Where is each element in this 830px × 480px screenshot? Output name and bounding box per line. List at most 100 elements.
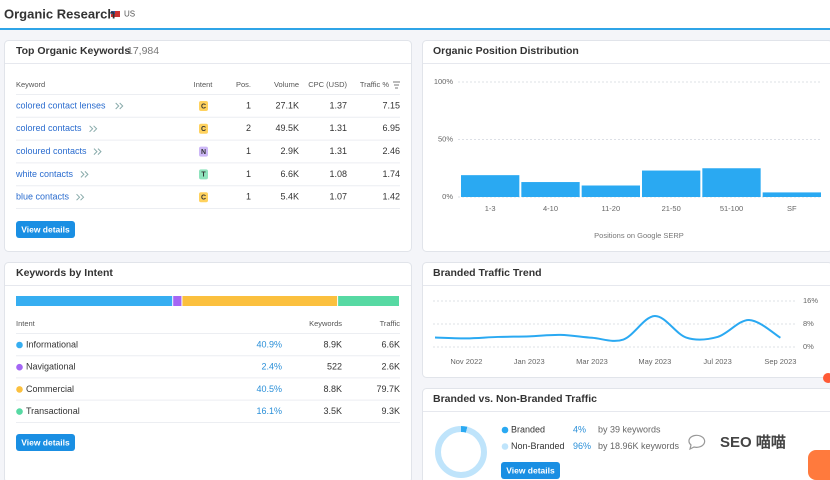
y-tick-label: 16% <box>803 296 818 305</box>
header-bar <box>0 0 830 29</box>
intent-segment <box>182 296 338 306</box>
cell: 1.08 <box>329 169 347 179</box>
cell: 5.4K <box>280 192 299 202</box>
watermark: SEO 喵喵 <box>720 433 786 451</box>
chevrons <box>80 171 89 178</box>
cell: 79.7K <box>376 384 400 394</box>
column-header: Traffic % <box>360 80 390 89</box>
legend-share: 4% <box>573 424 586 434</box>
panel <box>422 40 830 252</box>
cell: 2.46 <box>382 146 400 156</box>
cell: 3.5K <box>323 406 342 416</box>
x-tick-label: 1-3 <box>485 204 496 213</box>
column-header: Keywords <box>309 319 342 328</box>
legend-dot <box>16 341 23 349</box>
panel <box>422 262 830 378</box>
cell: 1.31 <box>329 123 347 133</box>
button[interactable] <box>16 434 75 451</box>
intent-code: C <box>201 103 206 110</box>
cell: 1.37 <box>329 100 347 110</box>
x-tick-label: Nov 2022 <box>450 357 482 366</box>
sort-icon <box>393 81 400 89</box>
legend-dot <box>16 408 23 415</box>
keyword-link: blue contacts <box>16 192 70 202</box>
panel-title: Branded Traffic Trend <box>433 267 542 279</box>
cell: 8.8K <box>323 384 342 394</box>
legend-keywords: by 39 keywords <box>598 424 661 434</box>
intent-name: Navigational <box>26 362 76 372</box>
y-tick-label: 0% <box>803 342 814 351</box>
button-label: View details <box>21 437 70 447</box>
intent-code: N <box>201 149 206 156</box>
x-tick-label: 21-50 <box>662 204 681 213</box>
panel <box>4 40 412 252</box>
button[interactable] <box>16 221 75 238</box>
intent-segment <box>173 296 182 306</box>
cell: 9.3K <box>381 406 400 416</box>
x-tick-label: Jul 2023 <box>703 357 731 366</box>
chevrons <box>89 125 98 133</box>
watermark-icon <box>688 434 706 451</box>
legend-dot <box>16 386 23 393</box>
column-header: CPC (USD) <box>308 80 347 89</box>
intent-badge <box>199 192 208 203</box>
intent-badge <box>199 146 208 157</box>
header-underline <box>0 28 830 30</box>
y-tick-label: 100% <box>434 77 454 86</box>
column-header: Intent <box>194 80 214 89</box>
cell: 6.6K <box>280 169 299 179</box>
cell: 6.95 <box>382 123 400 133</box>
legend-dot <box>501 443 509 450</box>
x-tick-label: Jan 2023 <box>514 357 545 366</box>
cell: 49.5K <box>275 123 299 133</box>
intent-code: T <box>201 172 206 179</box>
cell: 1.31 <box>329 146 347 156</box>
intent-code: C <box>201 195 206 202</box>
bar <box>762 192 821 197</box>
chat-button[interactable] <box>808 450 830 480</box>
legend-name: Non-Branded <box>511 441 565 451</box>
legend-share: 96% <box>573 441 591 451</box>
cell: 522 <box>327 362 342 372</box>
y-tick-label: 50% <box>438 134 453 143</box>
column-header: Traffic <box>380 319 401 328</box>
cell: 1.42 <box>382 192 400 202</box>
cell: 8.9K <box>323 339 342 349</box>
cell: 1 <box>246 169 251 179</box>
x-tick-label: 4-10 <box>543 204 558 213</box>
intent-code: C <box>201 126 206 133</box>
keyword-link: coloured contacts <box>16 146 87 156</box>
cell: 2.9K <box>280 146 299 156</box>
intent-badge <box>199 169 208 180</box>
page-title: Organic Research <box>4 6 115 21</box>
cell: 2.6K <box>381 362 400 372</box>
intent-badge <box>199 101 208 111</box>
donut-arc <box>435 426 487 478</box>
chevrons <box>115 102 124 110</box>
keyword-link: colored contacts <box>16 123 82 133</box>
keyword-link: white contacts <box>15 169 74 179</box>
panel-title: Top Organic Keywords <box>16 45 130 57</box>
trend-line <box>434 314 781 342</box>
x-tick-label: 11-20 <box>602 204 621 213</box>
button[interactable] <box>501 462 560 479</box>
x-tick-label: Sep 2023 <box>764 357 796 366</box>
cell: 6.6K <box>381 339 400 349</box>
keyword-count: 17,984 <box>127 45 159 57</box>
panel-title: Branded vs. Non-Branded Traffic <box>433 393 597 405</box>
keyword-link: colored contact lenses <box>16 100 106 110</box>
intent-segment <box>338 296 399 306</box>
x-tick-label: 51-100 <box>720 204 743 213</box>
legend-dot <box>501 426 509 434</box>
intent-share: 16.1% <box>256 406 282 416</box>
notification-dot <box>823 373 830 383</box>
intent-name: Commercial <box>26 384 74 394</box>
panel-title: Keywords by Intent <box>16 267 113 279</box>
cell: 1.74 <box>382 169 400 179</box>
column-header: Intent <box>16 319 36 328</box>
column-header: Pos. <box>236 80 251 89</box>
chevrons <box>93 148 102 155</box>
button-label: View details <box>21 224 70 234</box>
